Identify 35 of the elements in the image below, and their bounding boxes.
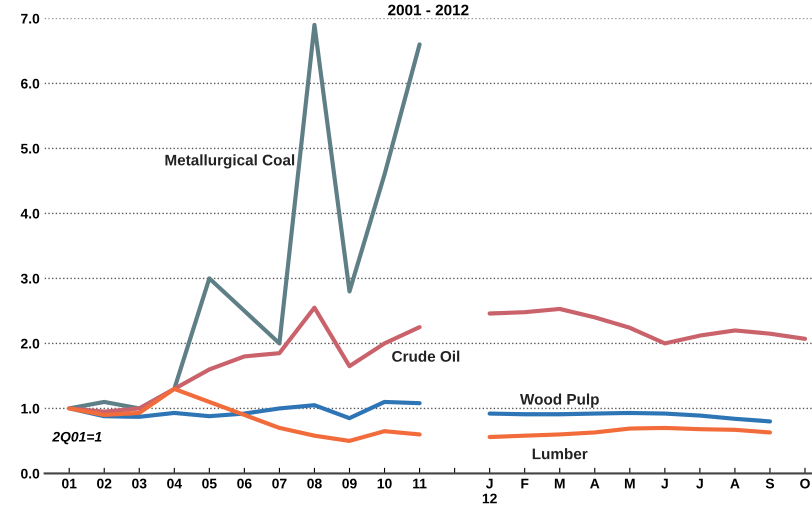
x-tick-label: 11 (413, 478, 427, 488)
x-tick-label: 04 (167, 478, 182, 488)
series-label: Lumber (532, 448, 588, 460)
x-tick-label: S (766, 478, 774, 488)
y-tick-label: 4.0 (20, 208, 40, 219)
x-tick-label: 02 (97, 478, 112, 488)
y-tick-label: 7.0 (21, 14, 40, 24)
x-tick-label: M (624, 478, 635, 488)
x-tick-label: O (800, 478, 810, 488)
x-tick-label: J 12 (482, 478, 497, 504)
x-tick-label: 01 (62, 478, 77, 488)
y-tick-label: 0.0 (21, 468, 40, 479)
x-tick-label: 05 (202, 478, 217, 488)
y-tick-label: 3.0 (20, 274, 40, 284)
series-label: Crude Oil (392, 350, 460, 362)
y-tick-label: 6.0 (21, 78, 40, 89)
x-tick-label: A (590, 478, 600, 488)
annotation: 2Q01=1 (52, 432, 102, 444)
x-tick-label: 10 (378, 478, 392, 488)
x-tick-label: J (661, 478, 668, 488)
x-tick-label: 09 (342, 478, 357, 488)
y-tick-label: 1.0 (21, 404, 40, 414)
y-tick-label: 2.0 (20, 338, 40, 349)
series-label: Metallurgical Coal (165, 154, 294, 169)
x-tick-label: 06 (237, 478, 252, 488)
chart-title: 2001 - 2012 (388, 4, 468, 16)
x-tick-label: J (696, 478, 703, 488)
x-tick-label: F (521, 478, 528, 488)
y-tick-label: 5.0 (20, 144, 40, 154)
x-tick-label: A (730, 478, 740, 488)
x-tick-label: M (554, 478, 565, 488)
x-tick-label: 07 (272, 478, 287, 488)
x-tick-label: 08 (307, 478, 322, 488)
series-label: Wood Pulp (520, 393, 599, 408)
x-tick-label: 03 (132, 478, 146, 488)
